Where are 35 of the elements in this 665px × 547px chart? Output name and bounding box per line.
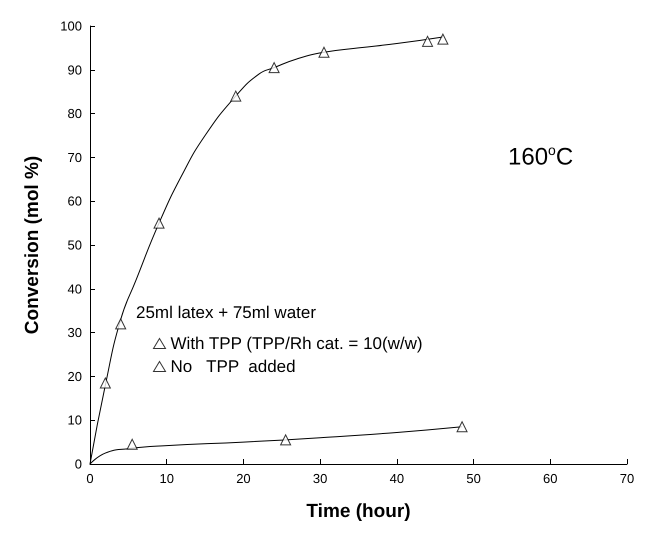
x-tick-label: 70: [620, 471, 634, 486]
y-tick-label: 100: [60, 18, 82, 34]
legend-label: With TPP (TPP/Rh cat. = 10(w/w): [170, 334, 423, 353]
point: [126, 438, 138, 450]
x-axis-title: Time (hour): [306, 501, 411, 522]
y-tick-label: 20: [68, 368, 82, 384]
y-axis-title: Conversion (mol %): [22, 156, 43, 334]
point: [154, 218, 165, 229]
y-tick-label: 70: [68, 150, 82, 165]
x-tick-label: 30: [312, 471, 328, 486]
x-tick-label: 10: [159, 471, 174, 486]
point: [456, 421, 468, 432]
point: [437, 34, 448, 45]
x-tick-label: 50: [466, 471, 481, 486]
point: [100, 377, 111, 388]
y-tick-label: 60: [68, 194, 82, 209]
point: [318, 46, 330, 58]
y-tick-label: 80: [68, 106, 82, 122]
legend-label: No TPP added: [170, 357, 296, 376]
point: [115, 318, 126, 330]
point: [230, 90, 242, 102]
y-tick-label: 30: [68, 325, 82, 340]
x-tick-label: 0: [86, 471, 94, 486]
point: [422, 36, 434, 47]
point: [268, 62, 280, 74]
y-tick-label: 90: [68, 62, 82, 78]
x-tick-label: 40: [390, 471, 404, 486]
y-tick-label: 10: [68, 412, 82, 428]
y-tick-label: 0: [74, 456, 82, 472]
point: [280, 434, 292, 446]
y-tick-label: 40: [68, 281, 82, 296]
x-tick-label: 20: [236, 471, 251, 486]
legend-title: 25ml latex + 75ml water: [136, 303, 316, 322]
x-tick-label: 60: [543, 471, 558, 486]
y-tick-label: 50: [68, 238, 82, 252]
